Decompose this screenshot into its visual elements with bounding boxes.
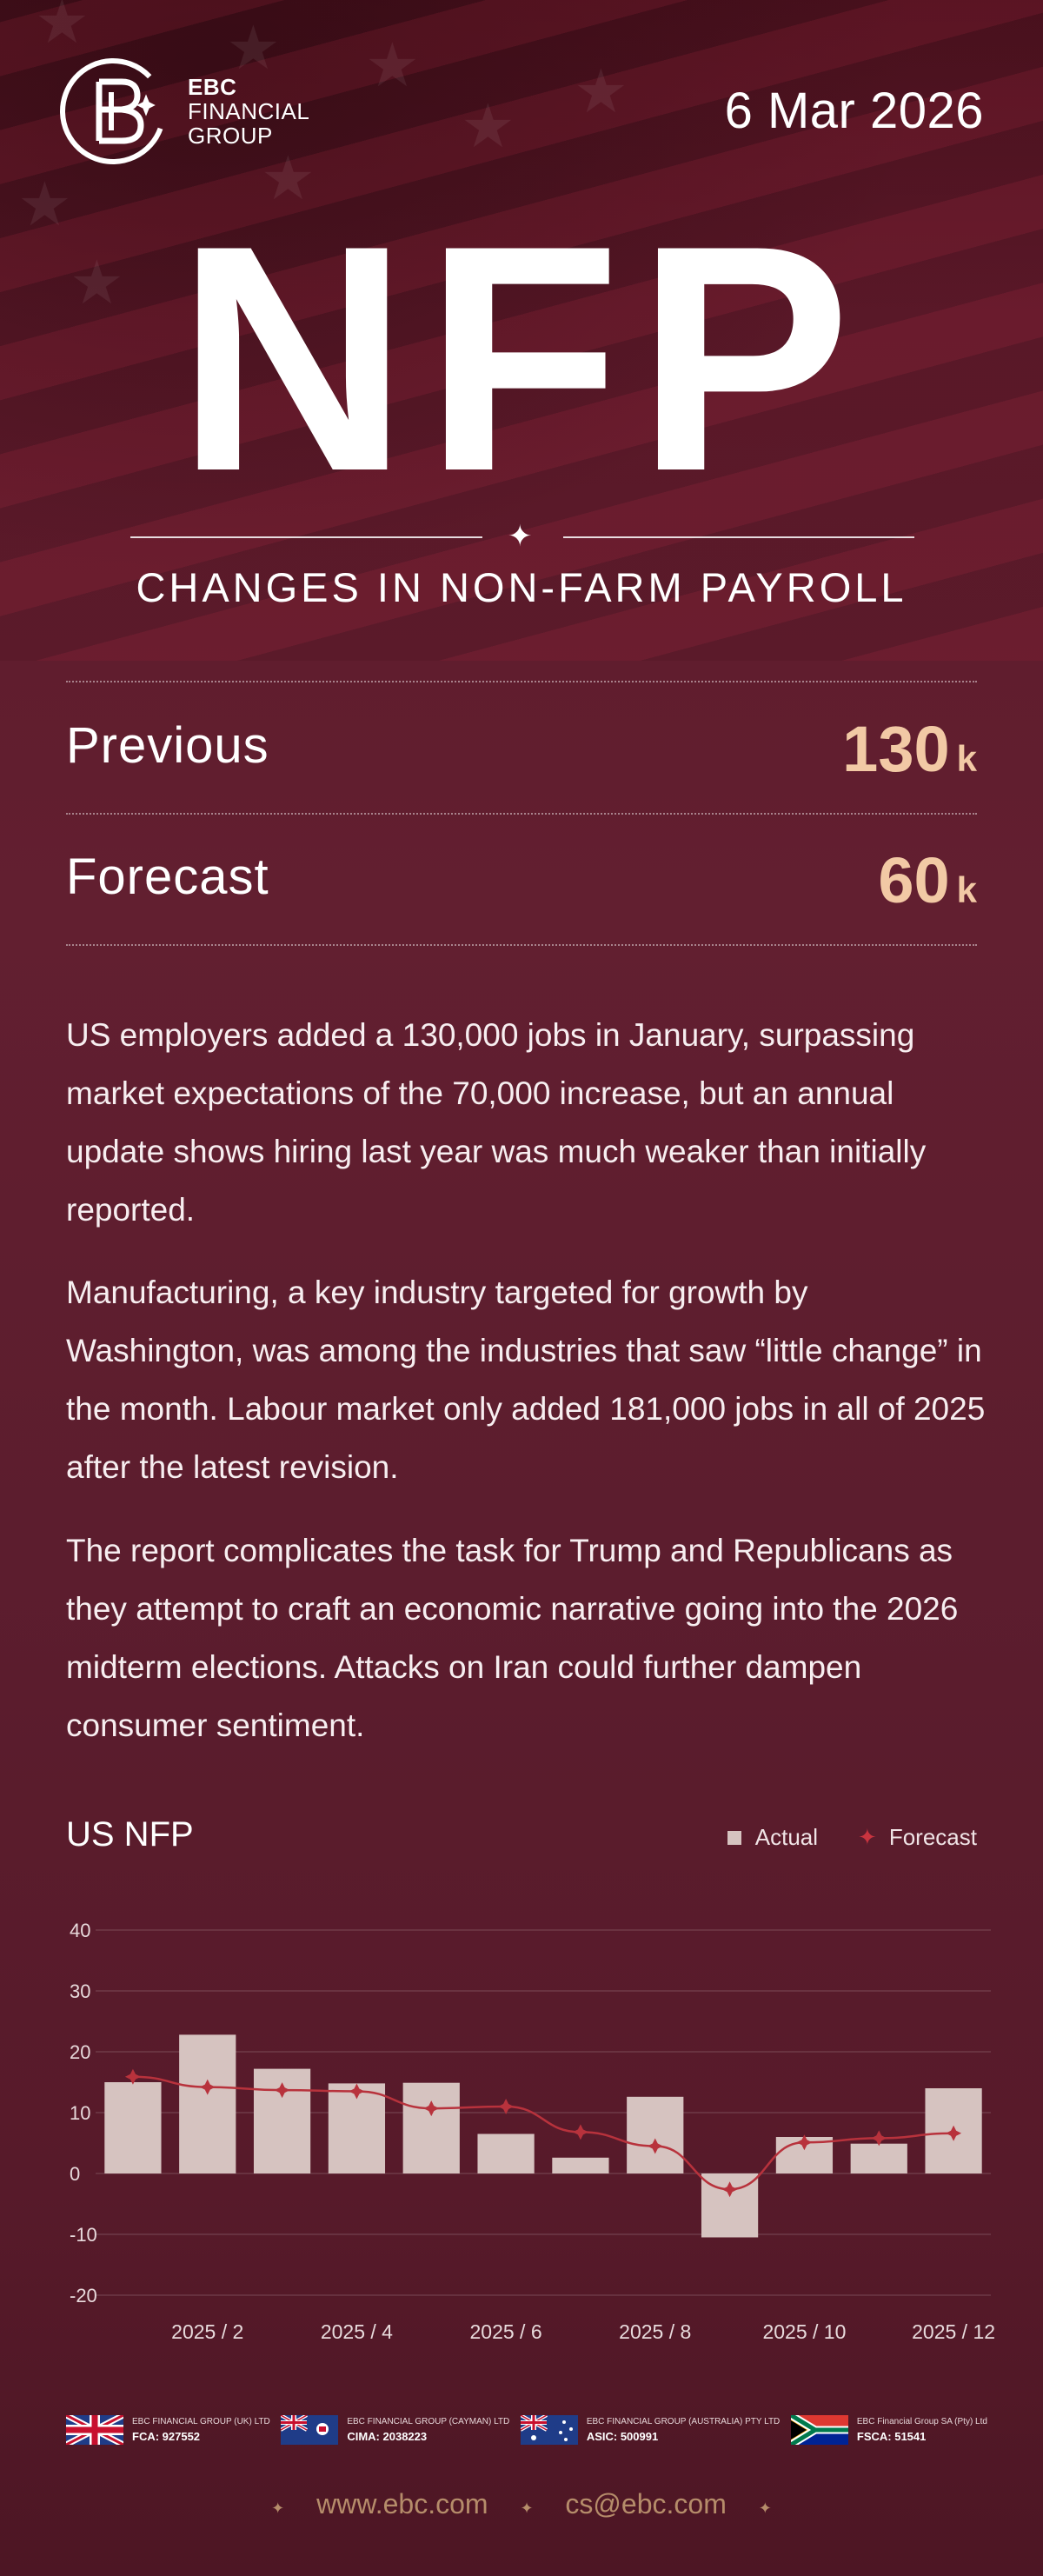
south-africa-flag-icon	[790, 2415, 848, 2445]
nfp-chart: 40 30 20 10 0 -10 -20 2025 / 2 2025 / 4 2025 / 6 2…	[70, 1920, 995, 2343]
y-tick-label: 30	[70, 1980, 90, 2002]
actual-bar	[402, 2082, 460, 2173]
x-tick-label: 2025 / 12	[912, 2320, 995, 2343]
forecast-point	[721, 2181, 738, 2198]
star-decoration: ★	[461, 92, 515, 160]
sparkle-icon: ✦	[508, 520, 533, 553]
regulator-entity: EBC FINANCIAL GROUP (UK) LTD	[132, 2417, 270, 2426]
paragraph-2: Manufacturing, a key industry targeted f…	[66, 1275, 986, 1485]
sparkle-icon: ✦	[758, 2499, 772, 2517]
x-tick-label: 2025 / 4	[321, 2320, 393, 2343]
forecast-point	[124, 2068, 141, 2085]
forecast-point	[871, 2130, 887, 2147]
brand-logo: EBC FINANCIAL GROUP	[59, 54, 309, 169]
uk-flag-icon	[66, 2415, 123, 2445]
x-tick-label: 2025 / 6	[470, 2320, 542, 2343]
previous-label: Previous	[66, 717, 269, 774]
cayman-flag-icon	[281, 2415, 339, 2445]
x-tick-label: 2025 / 2	[171, 2320, 243, 2343]
y-tick-label: 0	[70, 2163, 80, 2185]
regulator-uk: EBC FINANCIAL GROUP (UK) LTD FCA: 927552	[66, 2415, 270, 2445]
previous-unit: k	[956, 738, 977, 779]
brand-name-line1: EBC	[188, 74, 237, 100]
forecast-point	[199, 2079, 216, 2095]
brand-name-line2: FINANCIAL	[188, 98, 310, 124]
forecast-point	[647, 2138, 663, 2154]
forecast-point	[274, 2082, 290, 2099]
y-tick-label: -10	[70, 2224, 97, 2246]
y-tick-label: -20	[70, 2285, 97, 2306]
previous-number: 130	[842, 713, 950, 785]
x-tick-label: 2025 / 10	[762, 2320, 846, 2343]
email-link[interactable]: cs@ebc.com	[565, 2488, 727, 2519]
regulator-license: FCA: 927552	[132, 2430, 201, 2443]
actual-bar	[850, 2143, 907, 2173]
subtitle: CHANGES IN NON-FARM PAYROLL	[136, 564, 907, 610]
forecast-unit: k	[956, 869, 977, 910]
regulator-entity: EBC Financial Group SA (Pty) Ltd	[856, 2417, 987, 2426]
actual-legend-swatch	[727, 1830, 741, 1845]
y-tick-label: 20	[70, 2041, 90, 2063]
forecast-point	[498, 2099, 515, 2114]
actual-legend-label: Actual	[754, 1824, 819, 1850]
star-decoration: ★	[35, 0, 90, 56]
forecast-legend-icon: ✦	[858, 1824, 877, 1850]
chart-title: US NFP	[66, 1815, 194, 1854]
regulator-license: CIMA: 2038223	[347, 2430, 428, 2443]
regulator-license: ASIC: 500991	[586, 2430, 659, 2443]
regulator-south-africa: EBC Financial Group SA (Pty) Ltd FSCA: 51…	[790, 2415, 987, 2445]
y-tick-label: 10	[70, 2102, 90, 2124]
ebc-logo-icon	[60, 58, 166, 164]
forecast-point	[946, 2125, 962, 2141]
website-link[interactable]: www.ebc.com	[316, 2488, 488, 2519]
forecast-label: Forecast	[66, 849, 269, 905]
y-tick-label: 40	[70, 1920, 90, 1941]
regulator-entity: EBC FINANCIAL GROUP (CAYMAN) LTD	[347, 2417, 510, 2426]
x-tick-label: 2025 / 8	[619, 2320, 691, 2343]
footer: ✦ www.ebc.com ✦ cs@ebc.com ✦	[0, 2488, 1043, 2520]
regulator-entity: EBC FINANCIAL GROUP (AUSTRALIA) PTY LTD	[586, 2417, 781, 2426]
forecast-number: 60	[878, 844, 950, 916]
dotted-divider	[66, 813, 977, 815]
actual-bar	[477, 2133, 535, 2173]
paragraph-1: US employers added a 130,000 jobs in Jan…	[66, 1017, 927, 1228]
paragraph-3: The report complicates the task for Trum…	[66, 1533, 959, 1743]
dotted-divider	[66, 681, 977, 682]
sparkle-icon: ✦	[271, 2499, 285, 2517]
report-date: 6 Mar 2026	[724, 83, 984, 139]
chart-legend: Actual ✦ Forecast	[727, 1824, 977, 1851]
actual-bar	[627, 2096, 684, 2173]
forecast-point	[349, 2083, 365, 2100]
star-decoration: ★	[574, 57, 628, 125]
regulator-license: FSCA: 51541	[856, 2430, 927, 2443]
divider-right	[563, 536, 914, 538]
regulators-row: EBC FINANCIAL GROUP (UK) LTD FCA: 927552 …	[66, 2415, 987, 2445]
sparkle-icon: ✦	[520, 2499, 534, 2517]
forecast-value: 60 k	[878, 849, 977, 922]
forecast-legend-label: Forecast	[888, 1824, 977, 1850]
actual-bar	[552, 2157, 609, 2173]
headline: NFP	[176, 179, 867, 538]
star-decoration: ★	[365, 31, 420, 99]
brand-name-line3: GROUP	[188, 123, 273, 149]
actual-bar	[179, 2034, 236, 2173]
australia-flag-icon	[520, 2415, 578, 2445]
dotted-divider	[66, 944, 977, 946]
forecast-point	[423, 2100, 440, 2117]
regulator-cayman: EBC FINANCIAL GROUP (CAYMAN) LTD CIMA: 20…	[281, 2415, 509, 2445]
previous-value: 130 k	[842, 717, 977, 791]
actual-bar	[104, 2082, 162, 2173]
regulator-australia: EBC FINANCIAL GROUP (AUSTRALIA) PTY LTD A…	[520, 2415, 781, 2445]
divider-left	[130, 536, 482, 538]
forecast-point	[572, 2124, 588, 2140]
forecast-point	[796, 2134, 813, 2151]
